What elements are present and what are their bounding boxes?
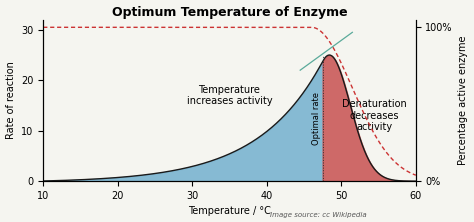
Y-axis label: Rate of reaction: Rate of reaction xyxy=(6,61,16,139)
Title: Optimum Temperature of Enzyme: Optimum Temperature of Enzyme xyxy=(111,6,347,19)
Text: Optimal rate: Optimal rate xyxy=(312,92,321,145)
Text: Denaturation
decreases
activity: Denaturation decreases activity xyxy=(342,99,407,132)
X-axis label: Temperature / °C: Temperature / °C xyxy=(188,206,271,216)
Y-axis label: Percentage active enzyme: Percentage active enzyme xyxy=(458,36,468,165)
Text: Temperature
increases activity: Temperature increases activity xyxy=(187,85,272,106)
Text: Image source: cc Wikipedia: Image source: cc Wikipedia xyxy=(270,212,367,218)
